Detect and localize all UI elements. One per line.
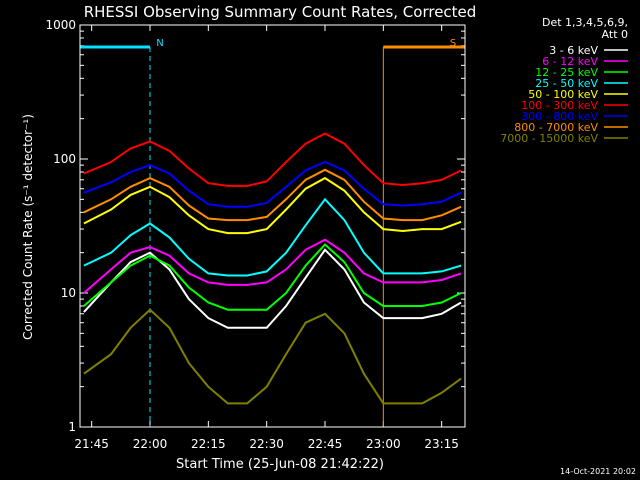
- legend-label: 3 - 6 keV: [549, 44, 598, 57]
- legend-label: 7000 - 15000 keV: [500, 132, 598, 145]
- x-tick-label: 22:15: [191, 437, 226, 451]
- chart-title: RHESSI Observing Summary Count Rates, Co…: [84, 3, 477, 21]
- x-tick-label: 23:15: [424, 437, 459, 451]
- flag-label: N: [156, 38, 163, 49]
- y-tick-label: 100: [53, 152, 76, 166]
- x-axis-label: Start Time (25-Jun-08 21:42:22): [176, 457, 384, 472]
- x-tick-label: 22:45: [308, 437, 343, 451]
- legend-label: 12 - 25 keV: [535, 66, 598, 79]
- series-line: [83, 248, 462, 329]
- legend-label: 800 - 7000 keV: [514, 121, 598, 134]
- x-tick-label: 22:00: [133, 437, 168, 451]
- y-axis-label: Corrected Count Rate (s⁻¹ detector⁻¹): [21, 114, 35, 340]
- series-line: [83, 308, 462, 405]
- y-tick-label: 1: [68, 420, 76, 434]
- timestamp: 14-Oct-2021 20:02: [560, 467, 636, 476]
- legend-label: 25 - 50 keV: [535, 77, 598, 90]
- plot-frame: [79, 24, 466, 428]
- series-line: [83, 176, 462, 235]
- legend-label: 300 - 800 keV: [521, 110, 598, 123]
- legend-header-2: Att 0: [602, 28, 628, 41]
- legend-label: 6 - 12 keV: [542, 55, 598, 68]
- series-line: [83, 197, 462, 277]
- x-tick-label: 21:45: [74, 437, 109, 451]
- y-tick-label: 1000: [45, 18, 76, 32]
- x-tick-label: 23:00: [366, 437, 401, 451]
- flag-label: S: [450, 38, 456, 49]
- series-line: [83, 238, 462, 294]
- series-line: [83, 168, 462, 222]
- series-line: [83, 132, 462, 187]
- y-tick-label: 10: [61, 286, 76, 300]
- legend-label: 50 - 100 keV: [528, 88, 598, 101]
- series-line: [83, 160, 462, 208]
- legend-header-1: Det 1,3,4,5,6,9,: [542, 16, 628, 29]
- legend-label: 100 - 300 keV: [521, 99, 598, 112]
- x-tick-label: 22:30: [249, 437, 284, 451]
- series-line: [83, 243, 462, 311]
